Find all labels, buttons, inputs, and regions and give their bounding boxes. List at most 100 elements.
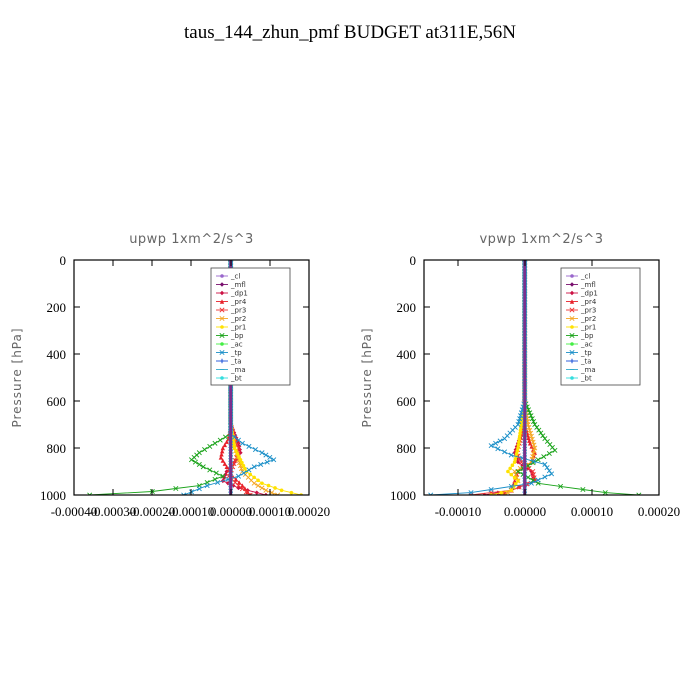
marker-pr1 [238, 457, 243, 462]
marker-bp [207, 467, 213, 473]
legend-label: _mfl [580, 281, 596, 289]
marker-tp [251, 464, 257, 470]
marker-bp [196, 461, 202, 467]
marker-tp [488, 443, 494, 449]
marker-pr2 [259, 485, 265, 491]
marker-pr4 [224, 464, 229, 469]
marker-pr3 [243, 489, 249, 495]
y-tick-label: 600 [47, 394, 67, 409]
marker-pr4 [219, 448, 225, 454]
legend-swatch-marker [569, 358, 575, 364]
marker-tp [488, 486, 494, 493]
x-tick-label: -0.00030 [90, 504, 137, 519]
legend-box [210, 267, 291, 386]
marker-tp [517, 416, 523, 422]
marker-tp [517, 413, 524, 419]
marker-pr1 [509, 488, 514, 493]
legend-label: _pr4 [230, 298, 247, 306]
marker-pr1 [517, 434, 522, 439]
marker-pr1 [252, 475, 256, 480]
marker-tp [241, 470, 247, 476]
figure-title: taus_144_zhun_pmf BUDGET at311E,56N [184, 22, 516, 43]
marker-pr1 [518, 431, 522, 436]
legend-label: _tp [230, 349, 242, 357]
marker-pr1 [513, 457, 518, 462]
marker-pr4 [240, 483, 245, 488]
marker-pr4 [526, 435, 531, 441]
legend-label: _bp [580, 332, 594, 340]
legend-label: _pr2 [580, 315, 596, 323]
marker-bp [87, 492, 93, 495]
marker-tp [535, 477, 541, 483]
x-tick-label: -0.00020 [129, 504, 176, 519]
marker-bp [220, 473, 226, 479]
marker-bp [217, 437, 223, 443]
marker-pr2 [255, 483, 261, 489]
panel-vpwp: vpwp 1xm^2/s^3 Pressure [hPa] 0 200 400 600 80… [360, 232, 680, 519]
marker-bp [528, 413, 534, 419]
series-line-pr1 [490, 260, 526, 495]
y-tick-label: 600 [397, 394, 417, 409]
marker-pr1 [243, 466, 247, 471]
marker-pr2 [525, 421, 531, 428]
marker-tp [235, 473, 242, 479]
marker-pr3 [235, 483, 242, 489]
marker-bp [541, 454, 547, 460]
legend-label: _bp [230, 332, 244, 340]
marker-pr2 [526, 424, 532, 430]
marker-pr1 [509, 472, 514, 477]
marker-pr2 [528, 433, 534, 439]
marker-dp1 [224, 469, 229, 474]
y-tick-label: 200 [47, 300, 67, 315]
marker-pr1 [517, 440, 521, 444]
y-tick-label: 800 [47, 441, 67, 456]
marker-tp [546, 468, 552, 474]
marker-pr4 [222, 461, 227, 466]
legend-label: _mfl [230, 281, 246, 289]
marker-pr2 [263, 487, 269, 493]
marker-pr1 [516, 443, 521, 447]
marker-dp1 [515, 459, 521, 465]
x-tick-label: -0.00040 [51, 504, 98, 519]
series-group [428, 260, 642, 495]
y-tick-label: 1000 [40, 488, 66, 503]
legend-swatch-marker [569, 282, 575, 287]
x-tick-label: 0.00020 [288, 504, 330, 519]
marker-pr1 [273, 486, 277, 490]
marker-pr1 [512, 475, 517, 480]
marker-pr4 [529, 444, 534, 449]
x-tick-label: 0.00020 [638, 504, 680, 519]
legend-swatch-marker [219, 349, 225, 356]
marker-tp [502, 436, 508, 442]
legend-swatch-marker [569, 290, 575, 296]
marker-pr2 [528, 430, 534, 436]
marker-tp [542, 474, 548, 480]
marker-bp [552, 447, 558, 453]
x-tick-label: -0.00010 [168, 504, 215, 519]
marker-dp1 [223, 472, 228, 477]
legend-box [560, 267, 641, 386]
marker-bp [540, 433, 546, 439]
marker-bp [525, 407, 532, 413]
marker-pr1 [510, 463, 515, 468]
legend-label: _pr2 [230, 315, 246, 323]
legend-label: _dp1 [230, 290, 248, 298]
marker-dp1 [254, 490, 259, 495]
legend-label: _pr3 [580, 307, 596, 315]
marker-bp [580, 486, 586, 493]
marker-tp [544, 465, 550, 471]
marker-pr1 [232, 446, 237, 450]
marker-pr4 [224, 439, 229, 444]
legend-label: _ac [580, 341, 593, 349]
marker-bp [202, 447, 208, 453]
y-tick-label: 400 [397, 347, 417, 362]
marker-pr2 [527, 427, 533, 433]
panel-title: upwp 1xm^2/s^3 [129, 232, 254, 247]
marker-pr2 [502, 492, 508, 495]
marker-pr4 [222, 442, 227, 448]
y-tick-label: 0 [60, 253, 67, 268]
marker-dp1 [236, 485, 241, 491]
marker-bp [602, 490, 608, 495]
legend-swatch-marker [219, 332, 225, 339]
panel-upwp: upwp 1xm^2/s^3 Pressure [hPa] 0 200 400 600 80… [10, 232, 330, 519]
